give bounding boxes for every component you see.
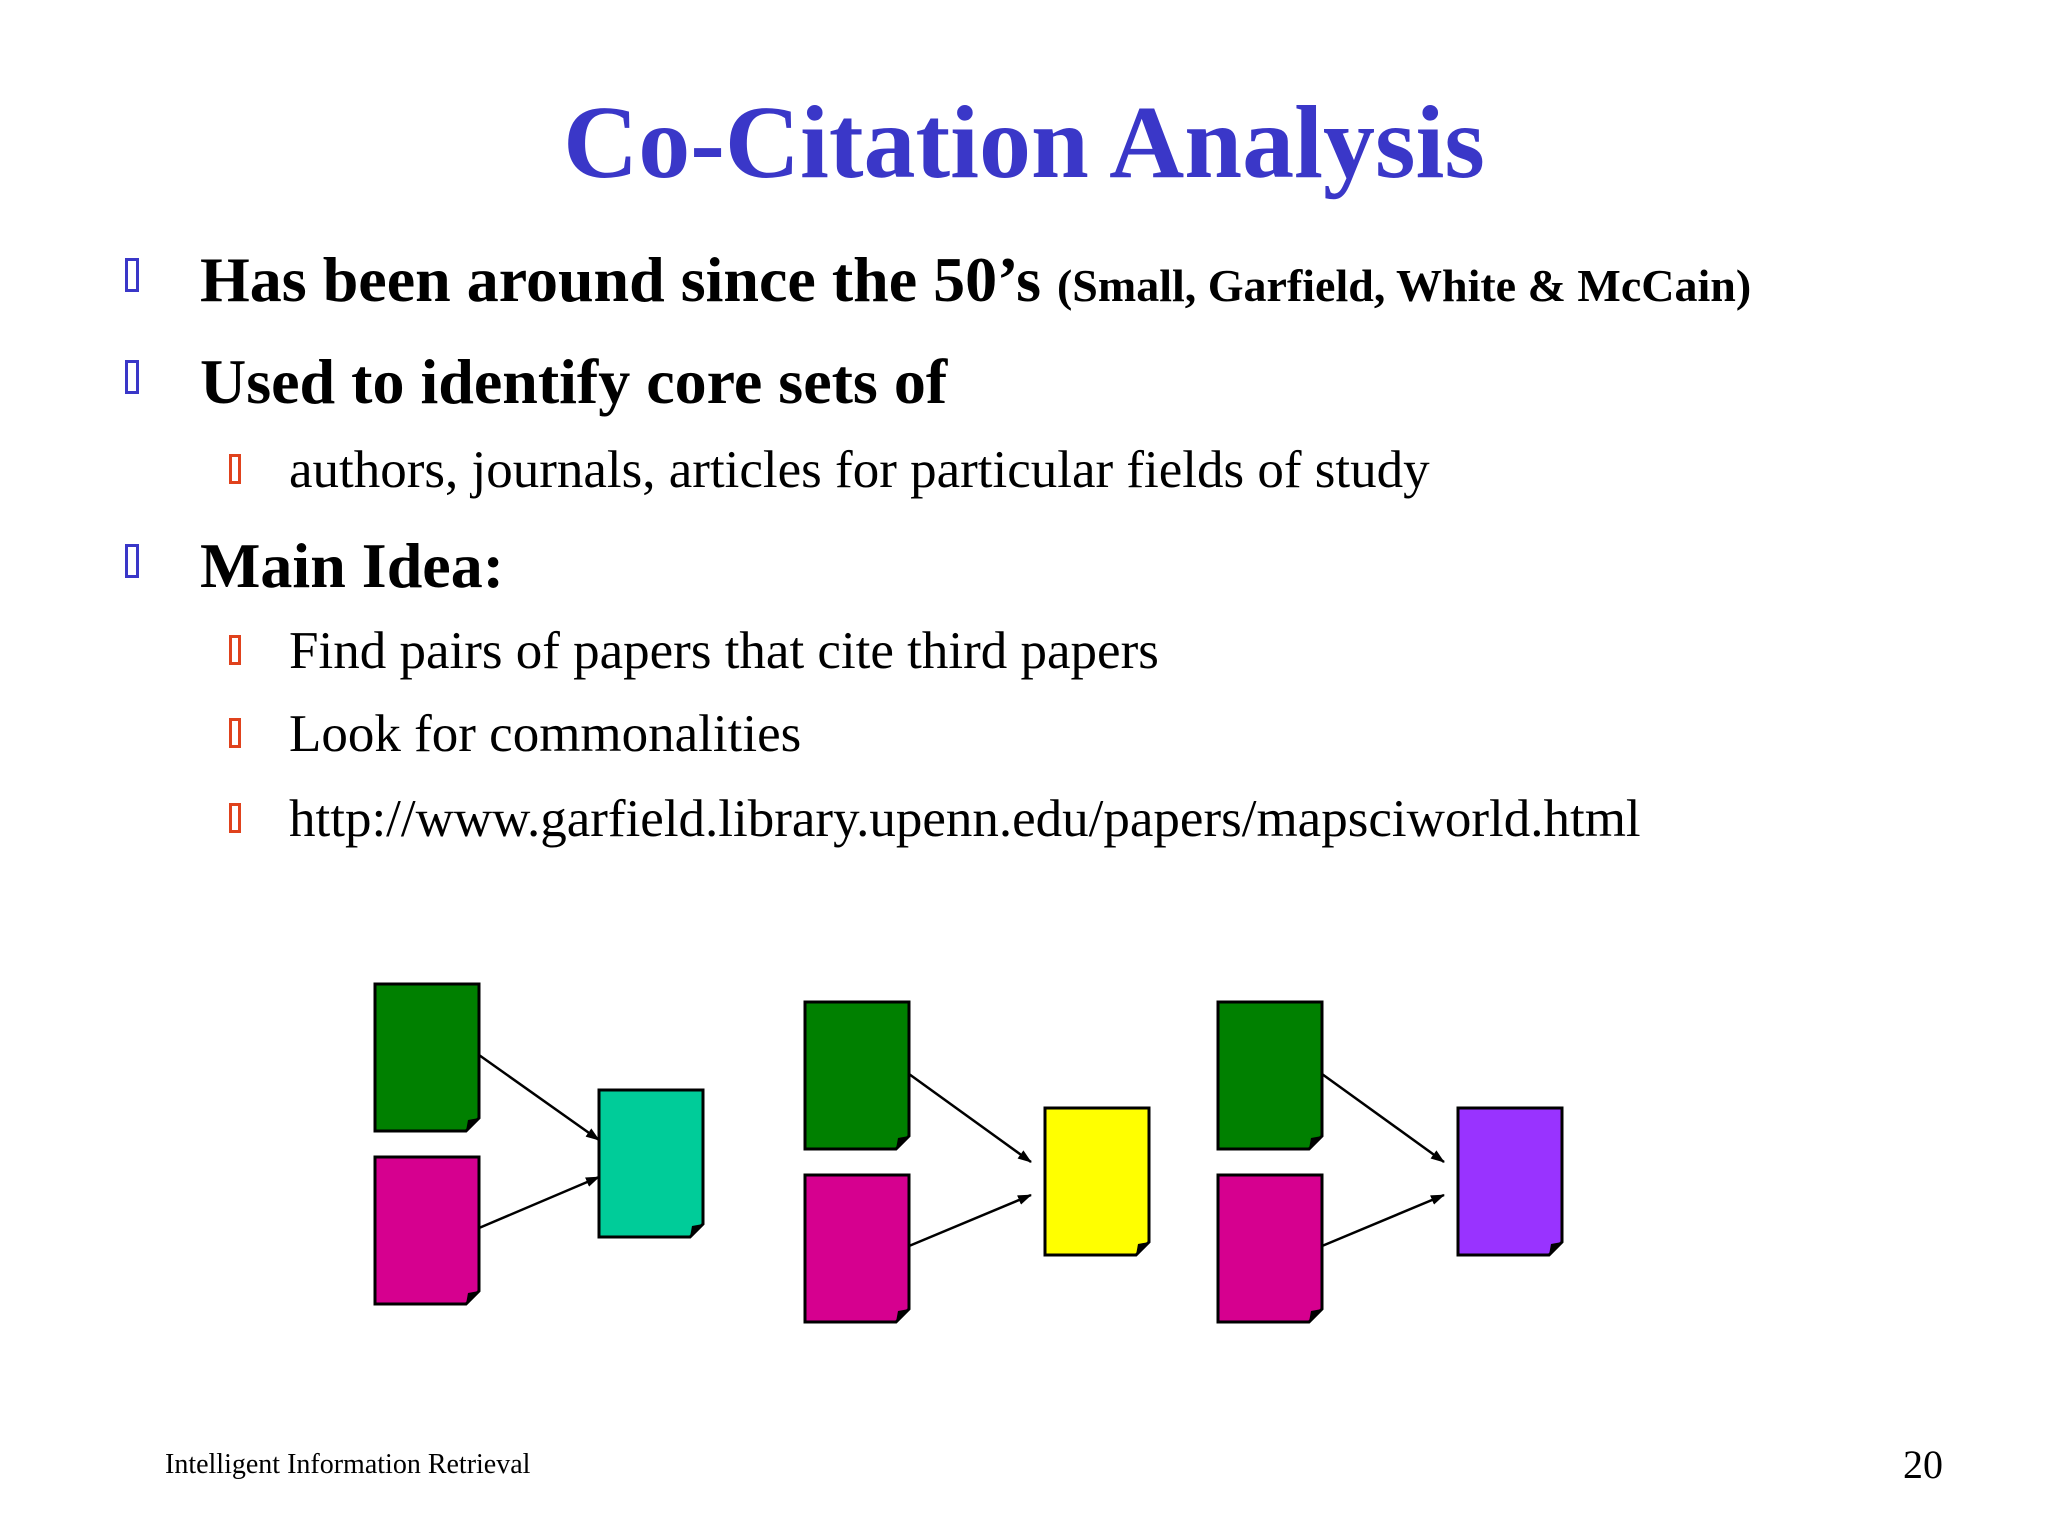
bullet-marker-1 xyxy=(125,258,139,292)
bullet-main-idea: Main Idea: xyxy=(200,530,504,601)
cited-paper-3-fold xyxy=(1549,1242,1562,1255)
bullet-history-note: (Small, Garfield, White & McCain) xyxy=(1056,260,1752,311)
slide-left-margin xyxy=(0,0,165,1536)
citation-group-2 xyxy=(803,1000,1151,1324)
citation-arrow-2a xyxy=(908,1072,1032,1164)
bullet-marker-3 xyxy=(125,544,139,578)
citing-paper-1a xyxy=(373,982,481,1133)
cited-paper-3 xyxy=(1456,1106,1564,1257)
citing-paper-2a xyxy=(803,1000,911,1151)
citation-arrow-1b xyxy=(478,1175,600,1230)
citing-paper-3b xyxy=(1216,1173,1324,1324)
sub-bullet-marker-3 xyxy=(229,718,241,748)
page-number: 20 xyxy=(1903,1442,1943,1487)
cited-paper-1-fold xyxy=(690,1224,703,1237)
citation-arrow-3a xyxy=(1321,1072,1445,1164)
sub-bullet-url: http://www.garfield.library.upenn.edu/pa… xyxy=(289,790,1641,848)
citation-group-3 xyxy=(1216,1000,1564,1324)
cited-paper-1 xyxy=(597,1088,705,1239)
sub-bullet-marker-2 xyxy=(229,635,241,665)
citation-arrow-2b xyxy=(908,1193,1032,1248)
citing-paper-2b-fold xyxy=(896,1309,909,1322)
citing-paper-3a xyxy=(1216,1000,1324,1151)
citing-paper-1b-fold xyxy=(466,1291,479,1304)
cited-paper-2 xyxy=(1043,1106,1151,1257)
sub-bullet-marker-1 xyxy=(229,454,241,484)
sub-bullet-marker-4 xyxy=(229,803,241,833)
footer-course-title: Intelligent Information Retrieval xyxy=(165,1449,531,1480)
slide-title: Co-Citation Analysis xyxy=(563,85,1485,200)
citation-arrow-3b xyxy=(1321,1193,1445,1248)
bullet-core-sets: Used to identify core sets of xyxy=(200,346,948,417)
citing-paper-3a-fold xyxy=(1309,1136,1322,1149)
sub-bullet-commonalities: Look for commonalities xyxy=(289,705,802,763)
citation-arrow-1a xyxy=(478,1053,600,1142)
bullet-history: Has been around since the 50’s (Small, G… xyxy=(200,240,1751,326)
cited-paper-2-fold xyxy=(1136,1242,1149,1255)
citing-paper-2a-fold xyxy=(896,1136,909,1149)
citation-group-1 xyxy=(373,982,705,1306)
citing-paper-1b xyxy=(373,1155,481,1306)
bullet-history-text: Has been around since the 50’s xyxy=(200,244,1041,315)
sub-bullet-authors: authors, journals, articles for particul… xyxy=(289,441,1430,499)
citing-paper-1a-fold xyxy=(466,1118,479,1131)
sub-bullet-find-pairs: Find pairs of papers that cite third pap… xyxy=(289,622,1159,680)
bullet-marker-2 xyxy=(125,360,139,394)
citing-paper-2b xyxy=(803,1173,911,1324)
citing-paper-3b-fold xyxy=(1309,1309,1322,1322)
